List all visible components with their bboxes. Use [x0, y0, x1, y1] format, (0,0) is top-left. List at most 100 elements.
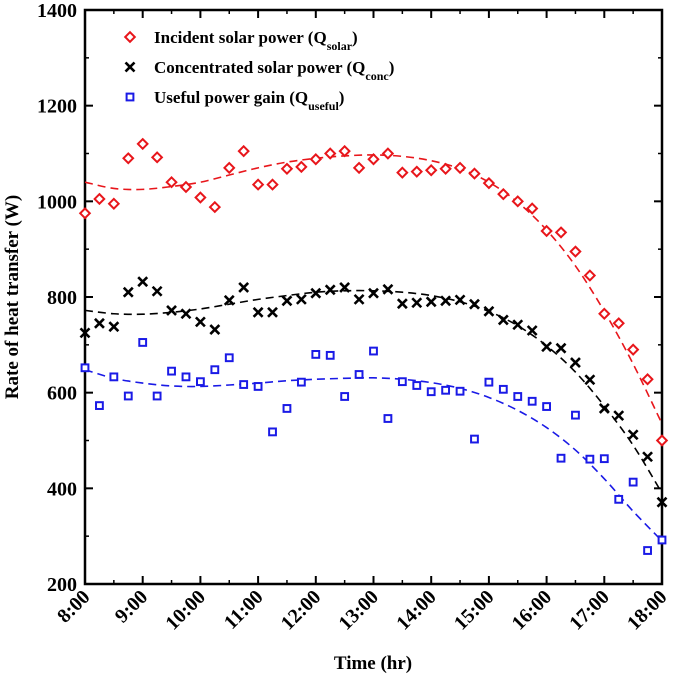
conc-point	[108, 321, 120, 333]
conc-point	[642, 451, 653, 463]
x-tick-label: 12:00	[277, 586, 326, 635]
useful-point	[470, 434, 479, 444]
solar-point	[583, 269, 597, 282]
useful-point	[643, 546, 652, 555]
solar-point	[78, 207, 92, 220]
useful-point	[325, 350, 335, 360]
solar-point	[439, 162, 452, 176]
solar-point	[468, 167, 481, 180]
solar-point	[295, 160, 308, 174]
useful-point	[340, 392, 350, 401]
useful-point	[253, 382, 263, 391]
conc-point	[469, 298, 480, 310]
y-tick-label: 800	[47, 287, 77, 309]
conc-point	[541, 341, 553, 353]
y-tick-label: 200	[47, 574, 77, 596]
x-axis-label: Time (hr)	[334, 653, 412, 674]
conc-point	[223, 294, 235, 306]
x-tick-label: 15:00	[450, 586, 499, 635]
conc-point	[122, 286, 134, 298]
conc-point	[454, 294, 466, 306]
conc-point	[368, 287, 379, 299]
solar-point	[208, 200, 222, 214]
solar-point	[569, 245, 582, 258]
useful-point	[571, 410, 580, 420]
useful-point	[426, 387, 436, 397]
solar-point	[122, 152, 135, 165]
x-tick-label: 10:00	[161, 586, 210, 635]
x-tick-label: 11:00	[220, 586, 268, 634]
conc-point	[584, 374, 596, 386]
useful-point	[311, 350, 321, 359]
useful-legend-marker	[125, 92, 135, 102]
conc-point	[238, 282, 250, 293]
solar-legend-label: Incident solar power (Qsolar)	[154, 28, 358, 53]
conc-point	[194, 316, 206, 328]
useful-point	[369, 346, 378, 356]
solar-point	[598, 307, 611, 320]
useful-point	[224, 353, 234, 363]
conc-point	[180, 308, 192, 320]
useful-point	[585, 454, 595, 464]
useful-point	[95, 401, 104, 410]
solar-point	[453, 161, 467, 175]
conc-trend-line	[84, 289, 663, 494]
y-tick-label: 1000	[37, 191, 77, 213]
x-tick-label: 14:00	[392, 586, 441, 635]
useful-point	[628, 477, 638, 487]
useful-point	[210, 365, 220, 375]
useful-point	[152, 391, 162, 401]
conc-point	[310, 287, 322, 299]
useful-point	[383, 414, 393, 423]
solar-point	[410, 165, 423, 178]
solar-point	[655, 434, 669, 447]
conc-point	[411, 297, 423, 309]
solar-point	[540, 224, 553, 238]
x-tick-label: 9:00	[111, 586, 152, 627]
solar-point	[136, 137, 149, 151]
conc-point	[613, 410, 625, 422]
solar-point	[482, 176, 496, 190]
useful-point	[239, 380, 249, 389]
useful-point	[498, 384, 508, 394]
solar-point	[194, 191, 207, 204]
conc-point	[396, 298, 408, 310]
solar-point	[165, 175, 178, 189]
useful-point	[513, 392, 523, 401]
useful-point	[296, 377, 306, 387]
useful-point	[268, 427, 277, 437]
x-tick-label: 18:00	[623, 586, 672, 635]
useful-point	[354, 370, 364, 379]
solar-point	[396, 166, 409, 179]
solar-point	[324, 147, 337, 160]
x-tick-label: 16:00	[508, 586, 557, 635]
solar-trend-line	[84, 154, 663, 425]
solar-legend-marker	[123, 30, 137, 44]
conc-point	[425, 296, 437, 308]
conc-point	[598, 403, 610, 414]
conc-point	[151, 285, 163, 297]
legend: Incident solar power (Qsolar) Concentrate…	[123, 28, 394, 113]
conc-point	[555, 342, 567, 354]
solar-point	[93, 192, 106, 206]
solar-point	[381, 147, 395, 160]
conc-point	[281, 295, 293, 307]
conc-point	[483, 305, 495, 317]
x-tick-labels: 8:00 9:00 10:00 11:00 12:00 13:00 14:00 15:00 16…	[53, 586, 671, 635]
useful-point	[196, 377, 205, 387]
solar-point	[511, 195, 524, 208]
solar-point	[107, 197, 121, 210]
useful-point	[80, 363, 90, 373]
useful-point	[412, 381, 422, 390]
useful-legend-label: Useful power gain (Quseful)	[154, 88, 344, 113]
solar-point	[266, 178, 279, 191]
conc-point	[512, 319, 524, 331]
solar-point	[179, 180, 193, 194]
useful-point	[556, 453, 566, 463]
useful-point	[527, 396, 537, 406]
conc-point	[339, 282, 351, 293]
solar-point	[424, 164, 438, 177]
useful-point	[181, 372, 191, 382]
y-tick-label: 400	[47, 478, 77, 500]
